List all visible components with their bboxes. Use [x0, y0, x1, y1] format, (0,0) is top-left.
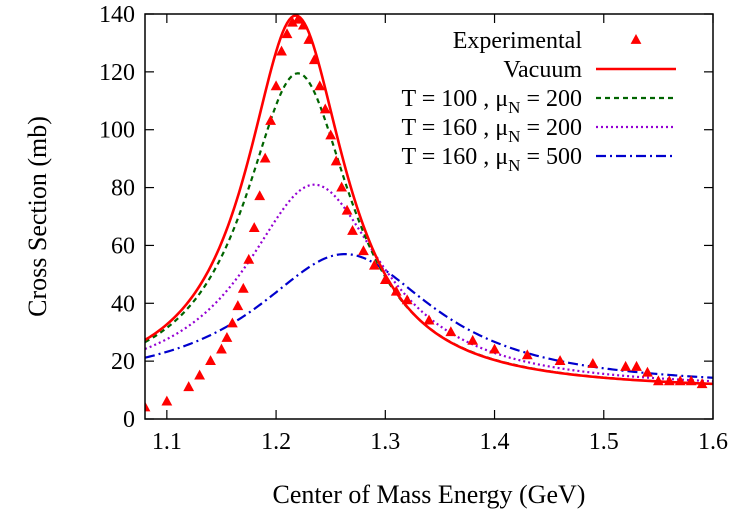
data-point [292, 14, 304, 24]
data-point [259, 152, 271, 163]
data-point [663, 375, 675, 386]
data-point [587, 358, 599, 368]
y-axis-label: Cross Section (mb) [23, 116, 52, 317]
y-tick-label: 80 [111, 176, 135, 202]
data-point [287, 16, 298, 27]
data-point [248, 222, 260, 232]
ticks-layer: 1.1 1.2 1.3 1.4 1.5 1.6 0 20 40 60 80 100 120 140 [99, 2, 728, 455]
series-line-dashed [145, 72, 713, 385]
data-point [276, 45, 287, 56]
data-point [347, 224, 358, 235]
data-point [390, 285, 402, 296]
data-point [489, 343, 500, 354]
data-point [319, 103, 331, 114]
legend-label: T = 160 , μN = 500 [402, 144, 582, 175]
x-tick-label: 1.4 [480, 429, 510, 455]
data-point [620, 360, 632, 371]
data-point [237, 282, 249, 293]
y-tick-label: 140 [99, 2, 135, 28]
x-tick-label: 1.5 [589, 429, 619, 455]
data-point [281, 28, 293, 39]
data-point [642, 366, 653, 377]
data-point [652, 375, 664, 386]
series-line-dashdot [145, 253, 713, 379]
data-point [145, 401, 151, 412]
data-point [401, 294, 413, 305]
x-tick-label: 1.1 [152, 429, 182, 455]
data-point [205, 355, 216, 366]
data-point [631, 360, 642, 371]
data-point [303, 34, 315, 44]
x-axis-label: Center of Mass Energy (GeV) [273, 480, 586, 509]
data-point [336, 181, 348, 192]
legend-label: T = 100 , μN = 200 [402, 86, 582, 117]
data-point [161, 395, 173, 406]
series-line-solid [145, 14, 713, 386]
data-point [467, 334, 479, 345]
data-point [232, 300, 244, 311]
y-tick-label: 20 [111, 349, 135, 375]
data-point [521, 349, 533, 360]
data-point [308, 54, 320, 65]
data-point [243, 253, 255, 264]
y-tick-label: 0 [123, 407, 135, 433]
plot-frame [144, 13, 714, 420]
data-point [314, 80, 326, 91]
legend-marker [630, 34, 642, 44]
x-tick-label: 1.2 [261, 429, 291, 455]
legend-label: T = 160 , μN = 200 [402, 115, 582, 146]
data-point [379, 274, 391, 285]
x-tick-label: 1.6 [698, 429, 728, 455]
legend-label: Vacuum [503, 57, 582, 83]
data-point [696, 378, 708, 389]
y-tick-label: 60 [111, 233, 135, 259]
plot-layer [145, 14, 713, 412]
data-point [330, 155, 342, 166]
data-point [325, 129, 337, 140]
series-line-dotted [145, 183, 713, 383]
data-point [358, 245, 369, 256]
data-point [194, 369, 206, 380]
data-point [341, 204, 353, 215]
data-point [270, 80, 282, 91]
x-tick-label: 1.3 [370, 429, 400, 455]
data-point [265, 115, 277, 125]
data-point [423, 314, 435, 325]
data-point [368, 259, 380, 270]
data-point [297, 19, 309, 30]
y-tick-label: 100 [99, 118, 135, 144]
legend-label: Experimental [453, 28, 583, 54]
y-tick-label: 120 [99, 60, 135, 86]
data-point [183, 381, 195, 392]
data-point [221, 332, 233, 342]
data-point [216, 343, 227, 354]
data-point [254, 190, 266, 201]
data-point [226, 317, 238, 328]
data-point [445, 326, 457, 337]
data-point [685, 375, 697, 386]
data-point [554, 355, 566, 366]
data-point [674, 375, 686, 386]
y-tick-label: 40 [111, 291, 135, 317]
